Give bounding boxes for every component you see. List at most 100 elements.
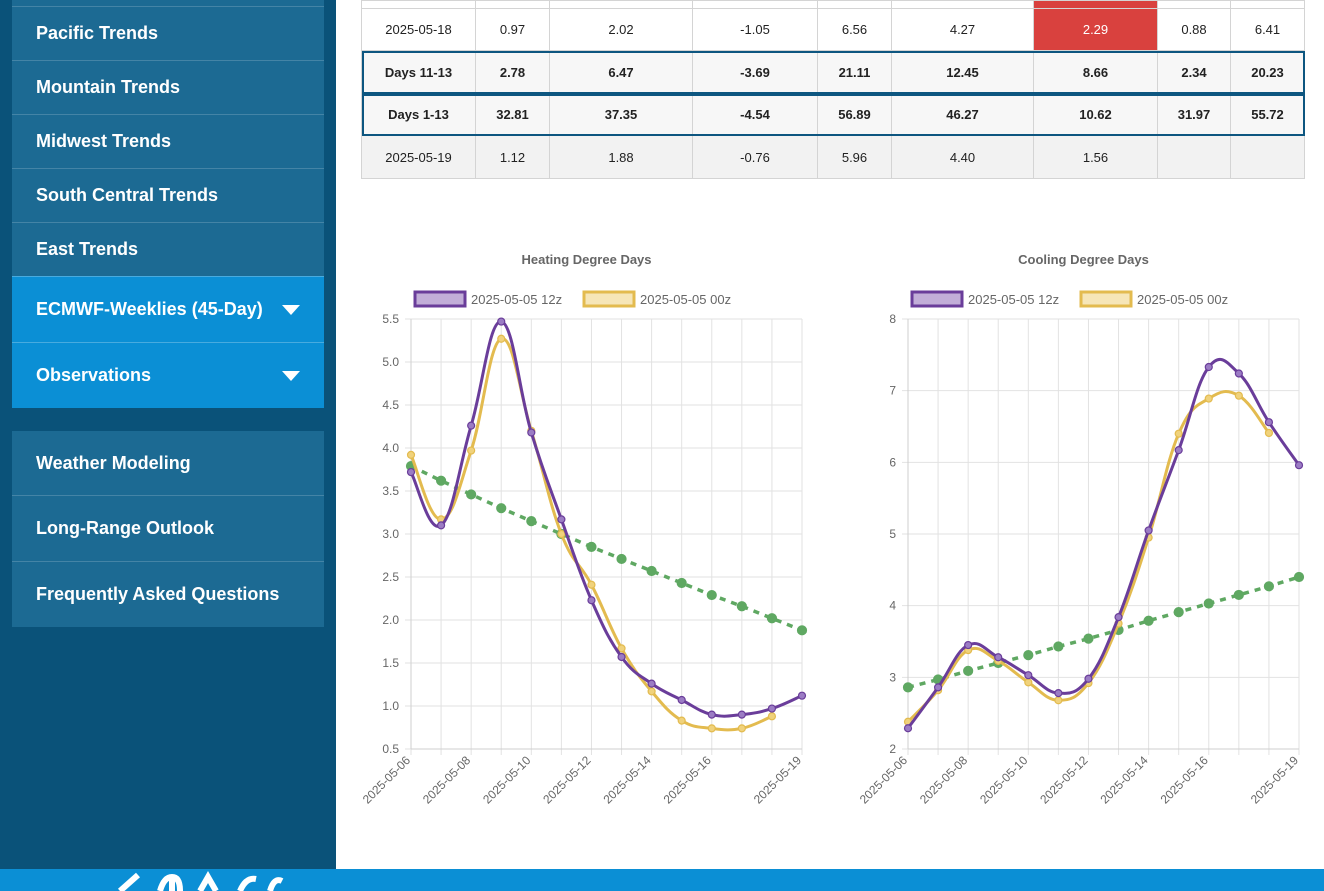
- series-12z-point[interactable]: [648, 680, 655, 687]
- series-00z-point[interactable]: [498, 335, 505, 342]
- series-12z-point[interactable]: [1025, 672, 1032, 679]
- series-average-point[interactable]: [964, 666, 973, 675]
- series-12z-point[interactable]: [618, 653, 625, 660]
- series-average-point[interactable]: [798, 626, 807, 635]
- series-00z-point[interactable]: [678, 717, 685, 724]
- series-00z-point[interactable]: [768, 713, 775, 720]
- series-00z-point[interactable]: [1055, 697, 1062, 704]
- y-tick-label: 2.5: [382, 570, 399, 584]
- table-cell: 37.35: [550, 94, 693, 136]
- series-average-point[interactable]: [707, 591, 716, 600]
- table-cell: -0.76: [693, 136, 818, 179]
- series-12z-point[interactable]: [995, 654, 1002, 661]
- series-12z-point[interactable]: [498, 318, 505, 325]
- series-average-point[interactable]: [497, 504, 506, 513]
- legend-label[interactable]: 2025-05-05 12z: [471, 292, 562, 307]
- series-average-point[interactable]: [647, 566, 656, 575]
- series-00z-point[interactable]: [408, 451, 415, 458]
- series-00z-point[interactable]: [648, 688, 655, 695]
- series-00z-point[interactable]: [708, 725, 715, 732]
- series-00z-point[interactable]: [1235, 392, 1242, 399]
- table-cell: 21.11: [818, 51, 892, 94]
- series-average-point[interactable]: [467, 490, 476, 499]
- legend-label[interactable]: 2025-05-05 00z: [1137, 292, 1228, 307]
- series-average-point[interactable]: [1144, 616, 1153, 625]
- series-average-point[interactable]: [617, 554, 626, 563]
- series-average-point[interactable]: [1024, 651, 1033, 660]
- sidebar-item-observations[interactable]: Observations: [12, 342, 324, 408]
- series-average-point[interactable]: [767, 614, 776, 623]
- sidebar-item-pacific-trends[interactable]: Pacific Trends: [12, 6, 324, 60]
- series-12z-point[interactable]: [708, 711, 715, 718]
- series-00z-point[interactable]: [1205, 395, 1212, 402]
- series-00z-point[interactable]: [618, 645, 625, 652]
- legend-swatch[interactable]: [584, 292, 634, 306]
- series-00z-point[interactable]: [558, 531, 565, 538]
- series-12z-point[interactable]: [1055, 690, 1062, 697]
- y-tick-label: 7: [889, 384, 896, 398]
- series-average-point[interactable]: [527, 517, 536, 526]
- sidebar-item-ecmwf-weeklies[interactable]: ECMWF-Weeklies (45-Day): [12, 276, 324, 342]
- series-average-point[interactable]: [1204, 599, 1213, 608]
- series-12z-point[interactable]: [558, 516, 565, 523]
- series-average-point[interactable]: [737, 602, 746, 611]
- series-average-point[interactable]: [1264, 582, 1273, 591]
- series-average-point[interactable]: [1295, 573, 1304, 582]
- series-average-point[interactable]: [437, 476, 446, 485]
- cdd-chart-svg: Cooling Degree Days2025-05-05 12z 2025-05…: [847, 240, 1317, 840]
- series-00z-point[interactable]: [1175, 430, 1182, 437]
- series-average-point[interactable]: [904, 683, 913, 692]
- series-average-point[interactable]: [1234, 590, 1243, 599]
- series-12z-point[interactable]: [678, 696, 685, 703]
- series-12z-point[interactable]: [438, 522, 445, 529]
- series-average-point[interactable]: [1054, 642, 1063, 651]
- legend-label[interactable]: 2025-05-05 00z: [640, 292, 731, 307]
- series-00z-point[interactable]: [588, 581, 595, 588]
- series-average-point[interactable]: [1174, 608, 1183, 617]
- series-12z-point[interactable]: [1235, 370, 1242, 377]
- sidebar-item-long-range-outlook[interactable]: Long-Range Outlook: [12, 495, 324, 561]
- series-00z-point[interactable]: [468, 447, 475, 454]
- series-12z-point[interactable]: [468, 422, 475, 429]
- series-12z-point[interactable]: [1265, 419, 1272, 426]
- y-tick-label: 2: [889, 742, 896, 756]
- series-12z-point[interactable]: [1115, 614, 1122, 621]
- sidebar-item-south-central-trends[interactable]: South Central Trends: [12, 168, 324, 222]
- sidebar-item-midwest-trends[interactable]: Midwest Trends: [12, 114, 324, 168]
- series-average-point[interactable]: [677, 579, 686, 588]
- series-00z-point[interactable]: [1025, 679, 1032, 686]
- sidebar-item-mountain-trends[interactable]: Mountain Trends: [12, 60, 324, 114]
- legend-label[interactable]: 2025-05-05 12z: [968, 292, 1059, 307]
- hdd-chart-svg: Heating Degree Days2025-05-05 12z 2025-05…: [350, 240, 820, 840]
- series-12z-point[interactable]: [905, 725, 912, 732]
- table-row-label: 2025-05-18: [362, 9, 476, 51]
- series-12z-point[interactable]: [1085, 675, 1092, 682]
- series-12z-point[interactable]: [1296, 462, 1303, 469]
- series-12z-point[interactable]: [588, 597, 595, 604]
- legend-swatch[interactable]: [1081, 292, 1131, 306]
- table-cell: 20.23: [1231, 51, 1305, 94]
- series-average-point[interactable]: [587, 542, 596, 551]
- sidebar-item-label: Midwest Trends: [36, 131, 171, 152]
- legend-swatch[interactable]: [912, 292, 962, 306]
- series-12z-point[interactable]: [965, 642, 972, 649]
- sidebar-item-weather-modeling[interactable]: Weather Modeling: [12, 431, 324, 495]
- series-12z-point[interactable]: [738, 711, 745, 718]
- series-12z-point[interactable]: [528, 429, 535, 436]
- table-row: 2025-05-18 0.97 2.02 -1.05 6.56 4.27 2.29 0.88 6…: [362, 9, 1305, 51]
- legend-swatch[interactable]: [415, 292, 465, 306]
- series-12z-point[interactable]: [1205, 364, 1212, 371]
- series-12z-point[interactable]: [1145, 527, 1152, 534]
- sidebar-item-label: East Trends: [36, 239, 138, 260]
- series-00z-point[interactable]: [1265, 429, 1272, 436]
- series-12z-point[interactable]: [799, 692, 806, 699]
- series-12z-point[interactable]: [768, 705, 775, 712]
- series-12z-point[interactable]: [1175, 447, 1182, 454]
- sidebar-item-faq[interactable]: Frequently Asked Questions: [12, 561, 324, 627]
- series-00z-point[interactable]: [738, 725, 745, 732]
- table-cell: 1.12: [476, 136, 550, 179]
- sidebar-item-east-trends[interactable]: East Trends: [12, 222, 324, 276]
- series-12z-point[interactable]: [935, 684, 942, 691]
- series-average-point[interactable]: [1084, 634, 1093, 643]
- series-12z-point[interactable]: [408, 469, 415, 476]
